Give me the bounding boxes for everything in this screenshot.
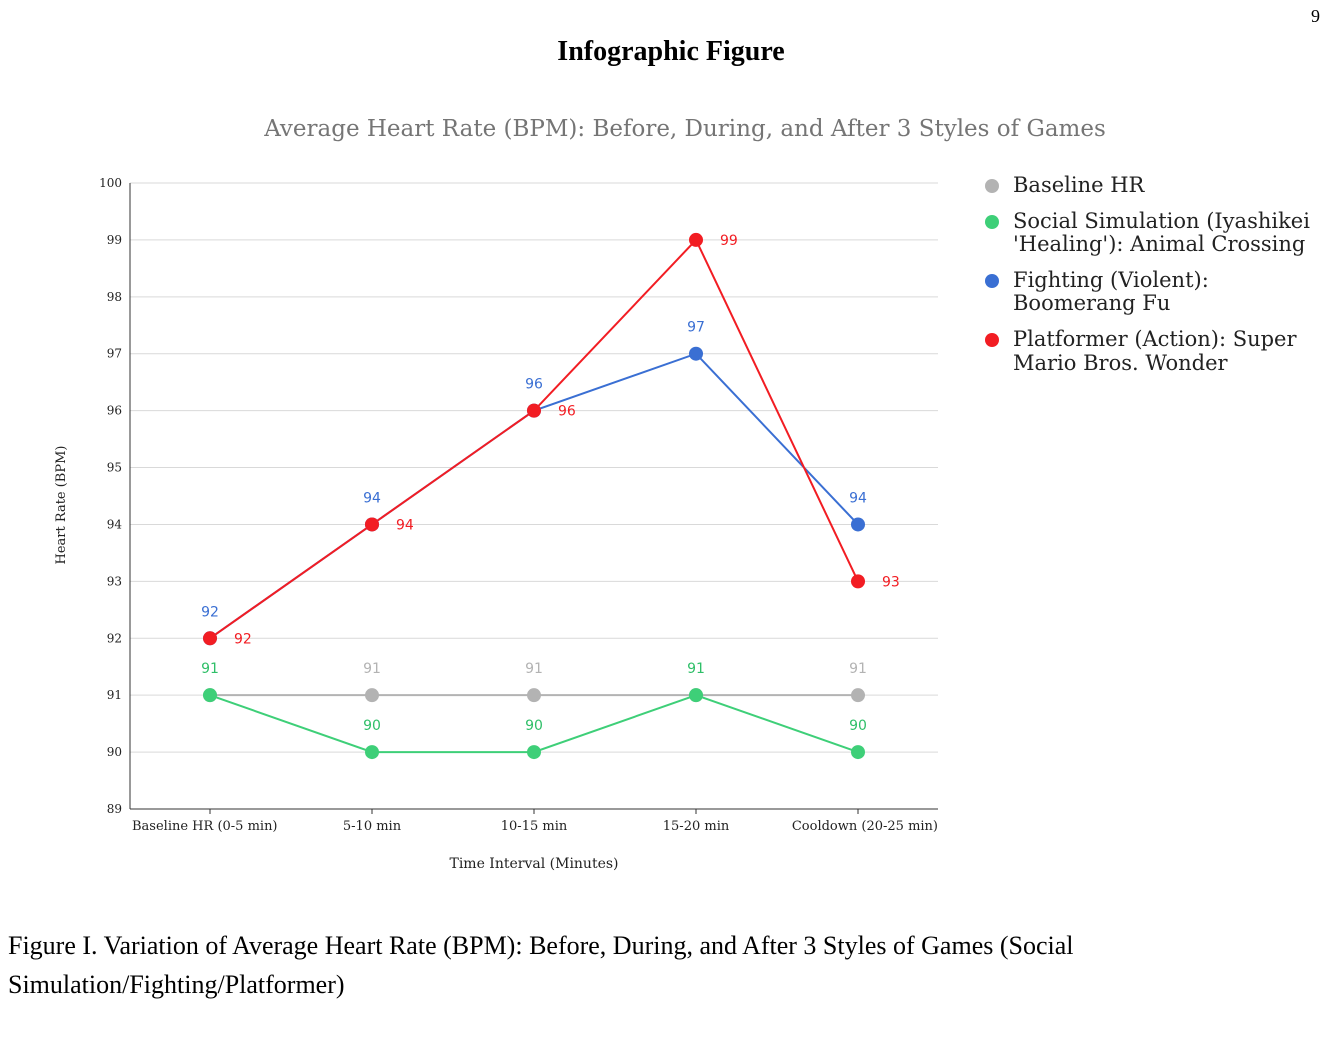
data-label-platformer: 99 (720, 233, 738, 249)
legend-item: Baseline HR (985, 173, 1315, 197)
data-label-platformer: 94 (396, 517, 414, 533)
data-point-social (203, 688, 217, 703)
legend-swatch (985, 215, 999, 230)
data-point-baseline (851, 688, 865, 703)
y-tick-label: 99 (107, 233, 122, 247)
data-label-baseline: 91 (849, 661, 867, 677)
data-point-platformer (689, 232, 703, 247)
series-line-platformer (209, 238, 859, 640)
series-line-fighting (209, 352, 859, 640)
figure-caption: Figure I. Variation of Average Heart Rat… (8, 931, 1074, 999)
data-point-fighting (689, 346, 703, 361)
data-label-fighting: 97 (687, 320, 705, 336)
legend-swatch (985, 333, 999, 348)
legend-swatch (985, 179, 999, 193)
data-point-platformer (851, 574, 865, 589)
data-label-social: 90 (363, 718, 381, 734)
data-point-baseline (365, 688, 379, 703)
data-point-fighting (851, 517, 865, 532)
series-points (203, 232, 865, 760)
legend-label: Social Simulation (Iyashikei 'Healing'):… (1013, 209, 1310, 257)
y-tick-label: 96 (107, 404, 122, 418)
y-axis-label: Heart Rate (BPM) (54, 446, 69, 565)
x-axis-label: Time Interval (Minutes) (449, 856, 618, 872)
data-point-social (689, 688, 703, 703)
y-tick-label: 94 (107, 517, 123, 531)
data-point-social (527, 745, 541, 760)
chart-title: Average Heart Rate (BPM): Before, During… (264, 116, 1106, 142)
data-label-baseline: 91 (363, 661, 381, 677)
data-point-platformer (527, 403, 541, 418)
y-tick-label: 89 (107, 802, 122, 816)
y-tick-label: 91 (107, 688, 122, 702)
x-tick-label: Cooldown (20-25 min) (792, 819, 938, 834)
x-tick-label: 5-10 min (343, 819, 402, 834)
data-label-platformer: 92 (234, 631, 252, 647)
data-labels: 91 91 91 91 90 90 91 90 92 94 96 97 94 92 94 96 99 93 (201, 233, 900, 734)
y-tick-label: 100 (99, 176, 122, 190)
data-point-platformer (203, 631, 217, 646)
data-label-fighting: 94 (849, 490, 867, 506)
page-edge-mark: 9 (1311, 6, 1320, 26)
data-label-platformer: 96 (558, 404, 576, 420)
x-tick-label: Baseline HR (0-5 min) (132, 819, 278, 834)
data-point-social (365, 745, 379, 760)
legend-item: Platformer (Action): Super Mario Bros. W… (985, 328, 1315, 374)
data-point-baseline (527, 688, 541, 703)
data-label-social: 90 (525, 718, 543, 734)
data-label-fighting: 94 (363, 490, 381, 506)
data-label-fighting: 92 (201, 604, 219, 620)
x-tick-label: 15-20 min (663, 819, 730, 834)
y-tick-label: 92 (107, 631, 122, 645)
data-label-baseline: 91 (525, 661, 543, 677)
page-heading: Infographic Figure (557, 36, 785, 67)
data-label-social: 91 (201, 661, 219, 677)
x-tick-label: 10-15 min (501, 819, 568, 834)
y-tick-label: 93 (107, 574, 122, 588)
data-label-social: 91 (687, 661, 705, 677)
data-label-social: 90 (849, 718, 867, 734)
data-point-social (851, 745, 865, 760)
legend-label: Platformer (Action): Super Mario Bros. W… (1013, 327, 1297, 375)
legend-label: Fighting (Violent): Boomerang Fu (1013, 268, 1209, 316)
data-label-platformer: 93 (882, 574, 900, 590)
legend-item: Fighting (Violent): Boomerang Fu (985, 269, 1315, 315)
data-point-platformer (365, 517, 379, 532)
axes (129, 183, 938, 814)
line-chart: 89 90 91 92 93 94 95 96 97 98 99 100 Baseline HR (0… (54, 176, 938, 872)
data-label-fighting: 96 (525, 377, 543, 393)
y-tick-label: 98 (107, 290, 122, 304)
y-tick-label: 97 (107, 347, 122, 361)
y-tick-label: 90 (107, 745, 122, 759)
legend-swatch (985, 274, 999, 289)
legend-item: Social Simulation (Iyashikei 'Healing'):… (985, 209, 1315, 257)
legend: Baseline HR Social Simulation (Iyashikei … (985, 173, 1315, 388)
y-tick-label: 95 (107, 461, 122, 475)
y-tick-labels: 89 90 91 92 93 94 95 96 97 98 99 100 (99, 176, 122, 816)
x-tick-labels: Baseline HR (0-5 min) 5-10 min 10-15 min 15… (132, 819, 938, 834)
legend-label: Baseline HR (1013, 173, 1145, 197)
